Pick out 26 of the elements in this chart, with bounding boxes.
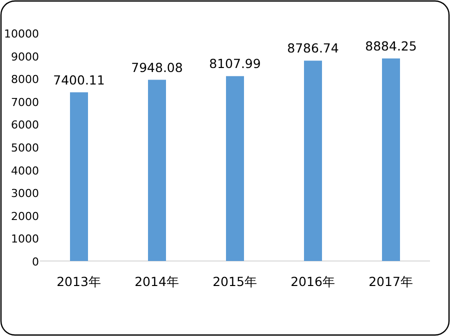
y-tick-label: 6000 bbox=[11, 118, 39, 132]
bar bbox=[304, 60, 322, 261]
y-tick-label: 10000 bbox=[4, 28, 39, 40]
data-label: 7400.11 bbox=[53, 72, 105, 88]
bar bbox=[148, 80, 166, 261]
y-tick-label: 1000 bbox=[11, 232, 39, 246]
data-label: 8786.74 bbox=[287, 40, 339, 56]
y-tick-label: 0 bbox=[32, 256, 39, 268]
x-tick-label: 2016年 bbox=[290, 274, 336, 289]
data-label: 7948.08 bbox=[131, 60, 183, 75]
x-tick-label: 2014年 bbox=[134, 274, 180, 289]
x-tick-label: 2013年 bbox=[56, 274, 102, 289]
bar bbox=[226, 76, 244, 261]
y-tick-label: 3000 bbox=[11, 187, 39, 200]
y-tick-label: 9000 bbox=[11, 50, 39, 64]
y-tick-label: 4000 bbox=[11, 164, 39, 178]
bar bbox=[382, 58, 400, 261]
y-tick-label: 8000 bbox=[11, 73, 39, 86]
x-tick-label: 2015年 bbox=[212, 274, 258, 289]
data-label: 8107.99 bbox=[209, 56, 261, 72]
x-tick-label: 2017年 bbox=[368, 274, 414, 289]
data-label: 8884.25 bbox=[365, 38, 417, 54]
y-tick-label: 5000 bbox=[11, 142, 39, 154]
y-tick-label: 2000 bbox=[11, 210, 39, 223]
bar bbox=[70, 92, 88, 261]
y-tick-label: 7000 bbox=[11, 96, 39, 109]
